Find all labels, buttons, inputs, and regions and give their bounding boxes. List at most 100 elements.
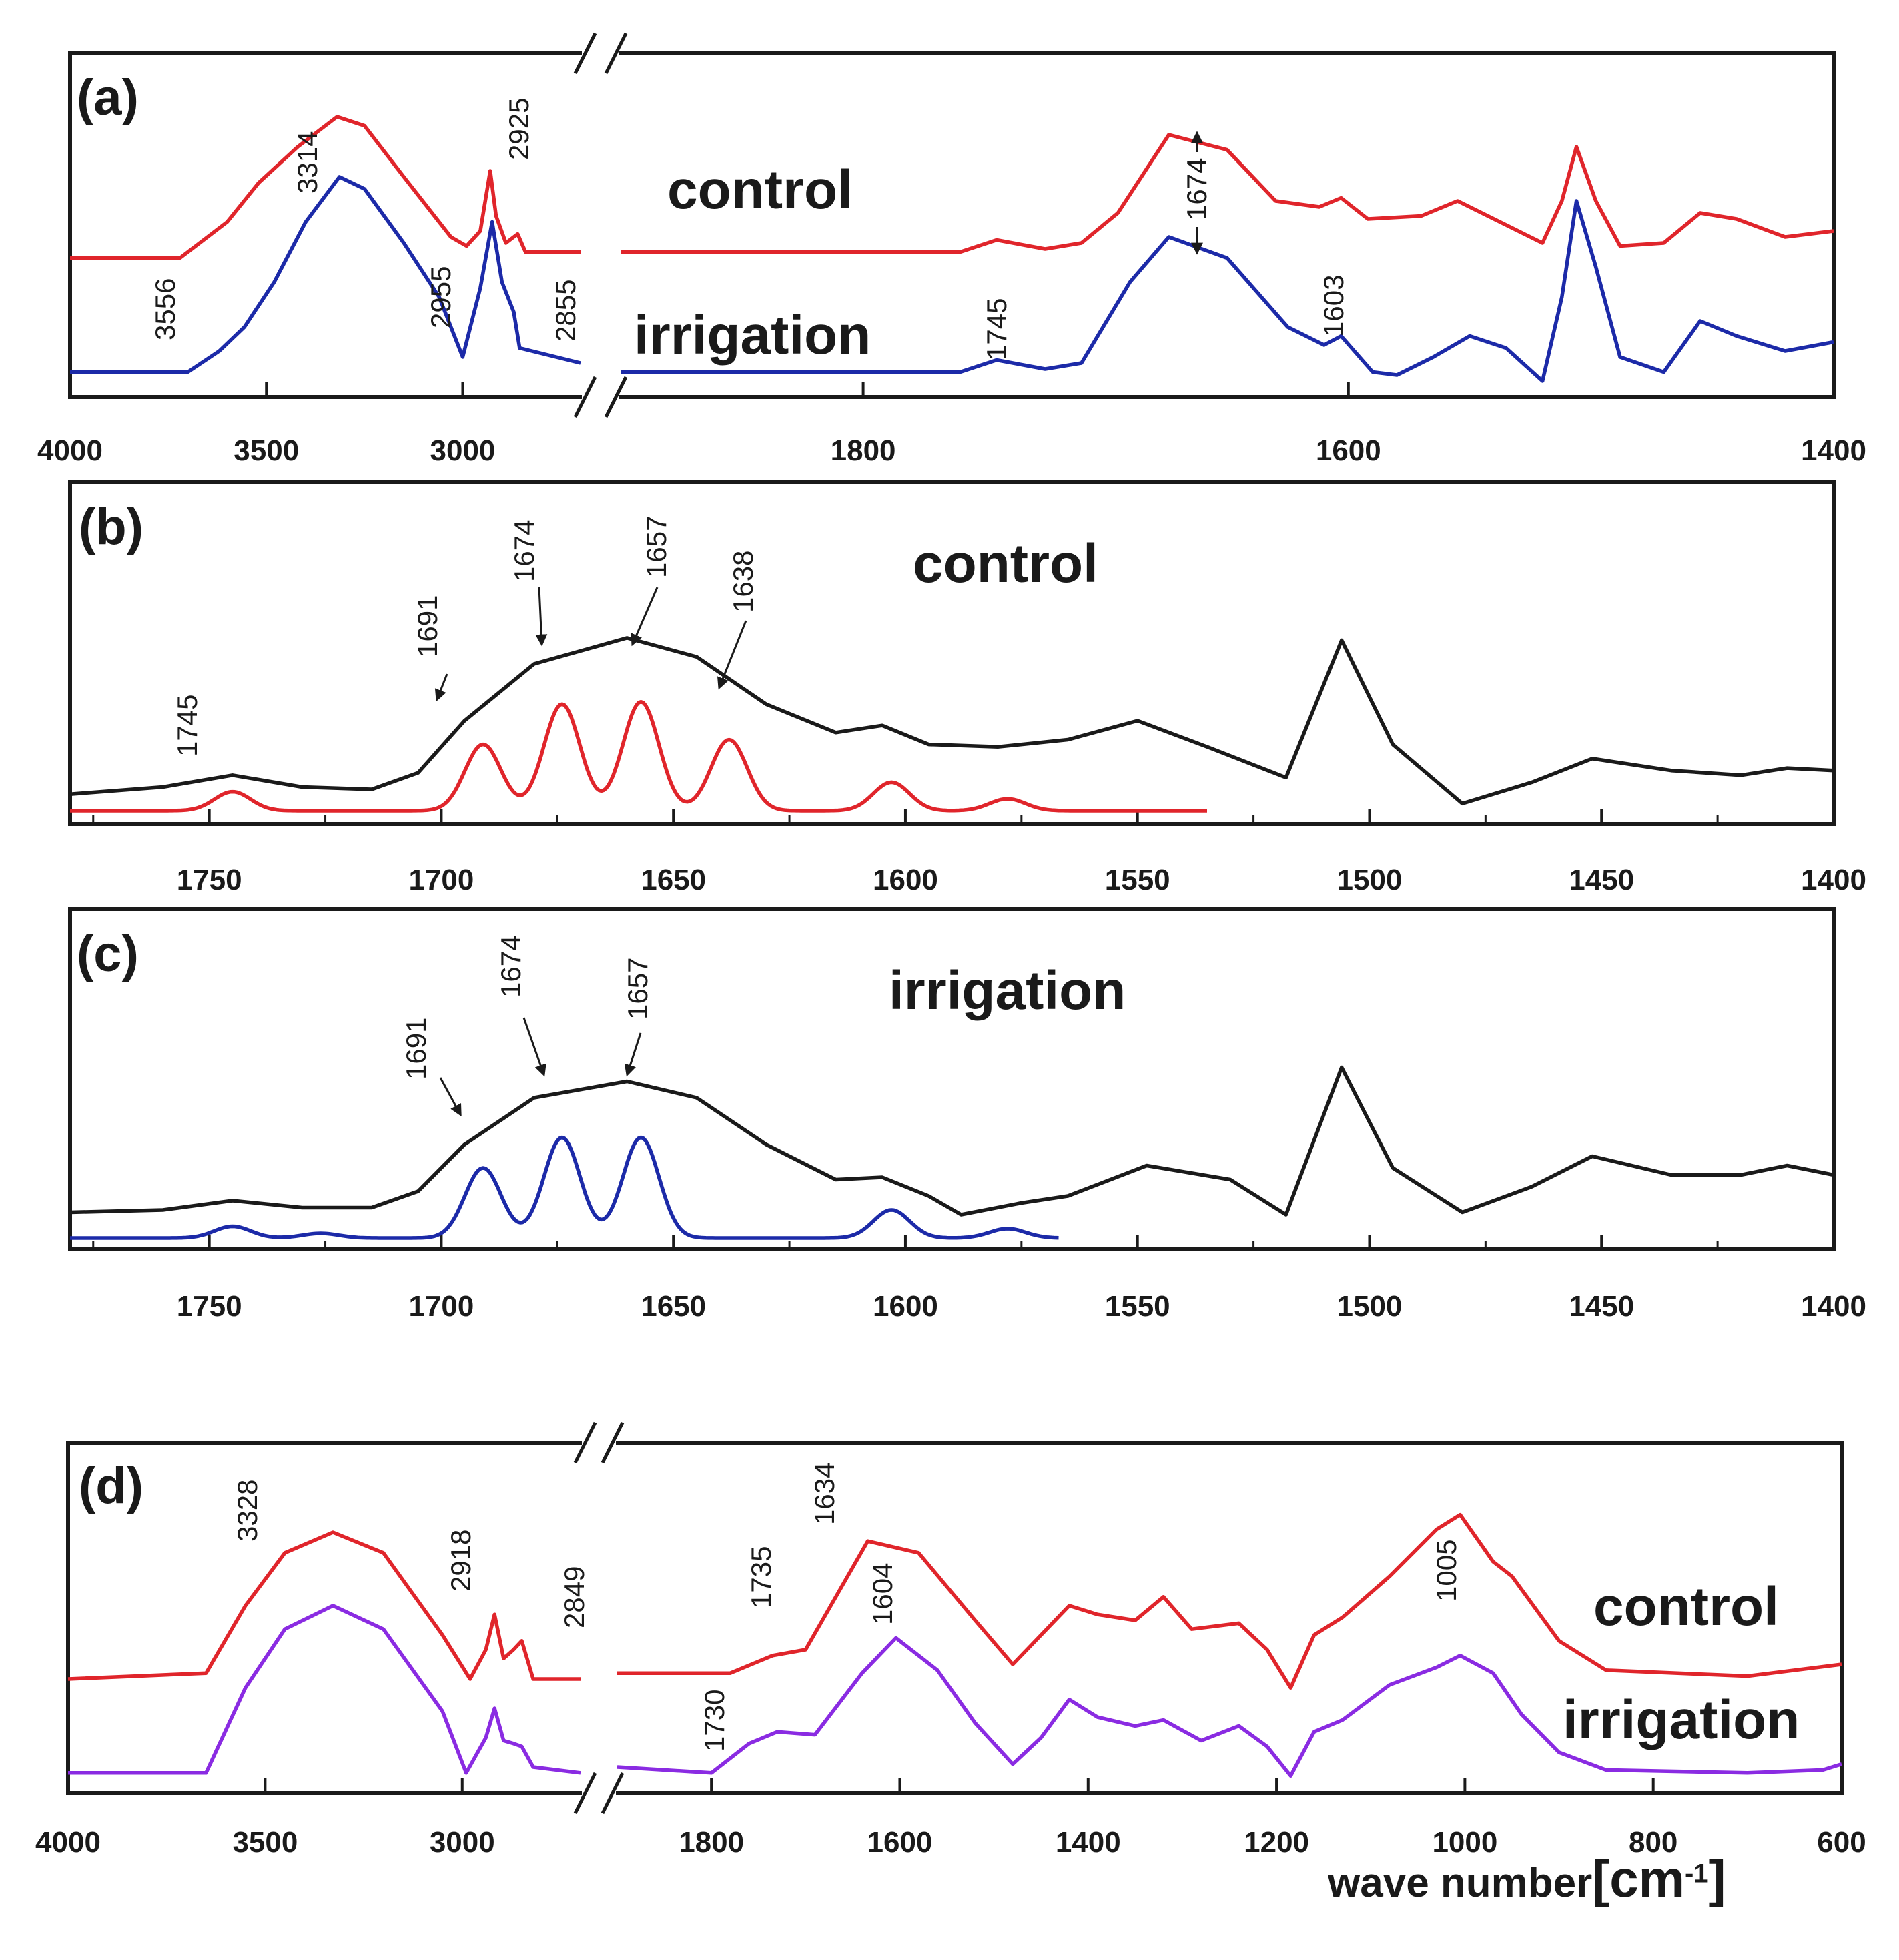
panel-a-legend-control: control bbox=[667, 159, 853, 220]
annotation-a-1603: 1603 bbox=[1318, 275, 1349, 337]
annotation-a-3556: 3556 bbox=[149, 278, 181, 340]
annotation-a-2925: 2925 bbox=[503, 98, 534, 160]
annotation-a-2955: 2955 bbox=[425, 266, 456, 328]
annotation-a-2855: 2855 bbox=[550, 280, 581, 342]
annotation-c-1657-arrow bbox=[624, 1032, 642, 1077]
panel-d-label: (d) bbox=[79, 1457, 143, 1514]
x-axis-label-close: ] bbox=[1708, 1849, 1726, 1908]
panel-c-frame bbox=[68, 907, 1836, 1251]
panel-b-title: control bbox=[913, 533, 1098, 594]
x-axis-label-unit: [cm bbox=[1592, 1849, 1685, 1908]
panel-b-label: (b) bbox=[79, 499, 143, 555]
tick-label-d-600: 600 bbox=[1817, 1826, 1866, 1859]
panel-a-curves bbox=[70, 115, 1834, 383]
panel-c-label: (c) bbox=[77, 926, 139, 982]
series-b-component-peaks-part-0 bbox=[70, 699, 1207, 813]
panel-d-curves bbox=[67, 1512, 1842, 1778]
tick-label-c-1650: 1650 bbox=[641, 1290, 706, 1323]
panel-c-curves bbox=[69, 1065, 1834, 1240]
panel-a-legend-irrigation: irrigation bbox=[634, 305, 871, 366]
tick-label-c-1600: 1600 bbox=[873, 1290, 938, 1323]
panel-c: 1750 1700 1650 1600 1550 1500 1450 1400 (c) irr… bbox=[68, 907, 1866, 1323]
axis-break-mark-d-1-right bbox=[601, 1772, 625, 1815]
series-d-irrigation-part-0 bbox=[68, 1604, 581, 1775]
annotation-d-1634: 1634 bbox=[809, 1463, 840, 1525]
axis-break-mark-d-1-left bbox=[573, 1772, 597, 1815]
annotation-d-1735: 1735 bbox=[745, 1546, 777, 1608]
panel-b: 1750 1700 1650 1600 1550 1500 1450 1400 (b) con… bbox=[68, 480, 1866, 896]
x-axis-label: wave number[cm-1] bbox=[1328, 1849, 1726, 1909]
tick-label-c-1450: 1450 bbox=[1569, 1290, 1634, 1323]
panel-b-ticks: 1750 1700 1650 1600 1550 1500 1450 1400 bbox=[92, 809, 1866, 896]
tick-label-a-4000: 4000 bbox=[37, 434, 103, 467]
tick-label-b-1600: 1600 bbox=[873, 864, 938, 896]
tick-label-d-1400: 1400 bbox=[1056, 1826, 1121, 1859]
annotation-d-2849: 2849 bbox=[558, 1566, 590, 1628]
panel-c-title: irrigation bbox=[889, 960, 1126, 1021]
tick-label-a-1800: 1800 bbox=[831, 434, 896, 467]
annotation-d-3328: 3328 bbox=[232, 1480, 263, 1542]
series-a-control-part-1 bbox=[621, 133, 1834, 254]
tick-label-a-1400: 1400 bbox=[1801, 434, 1866, 467]
x-axis-label-text: wave number bbox=[1328, 1860, 1593, 1906]
series-a-irrigation-part-1 bbox=[621, 199, 1834, 383]
axis-break-bottom-gap-d bbox=[582, 1790, 616, 1797]
annotation-b-1638-arrow bbox=[717, 620, 747, 690]
tick-label-d-1200: 1200 bbox=[1244, 1826, 1309, 1859]
tick-label-d-800: 800 bbox=[1629, 1826, 1677, 1859]
annotation-b-1657-arrow bbox=[631, 587, 659, 647]
tick-label-d-1600: 1600 bbox=[867, 1826, 933, 1859]
tick-label-b-1500: 1500 bbox=[1337, 864, 1403, 896]
tick-label-b-1450: 1450 bbox=[1569, 864, 1634, 896]
tick-label-c-1700: 1700 bbox=[408, 1290, 474, 1323]
panel-d-ticks: 4000 3500 3000 1800 1600 1400 1200 1000 800 600 bbox=[35, 1421, 1866, 1859]
tick-label-b-1550: 1550 bbox=[1105, 864, 1170, 896]
axis-break-mark-d-0-left bbox=[573, 1421, 597, 1464]
annotation-d-2918: 2918 bbox=[445, 1530, 476, 1592]
axis-break-mark-d-0-right bbox=[601, 1421, 625, 1464]
panel-a-ticks: 4000 3500 3000 1800 1600 1400 bbox=[37, 32, 1866, 467]
tick-label-d-1000: 1000 bbox=[1432, 1826, 1497, 1859]
axis-break-mark-a-0-left bbox=[573, 32, 597, 75]
annotation-b-1691: 1691 bbox=[412, 595, 443, 657]
axis-break-mark-a-1-right bbox=[604, 376, 628, 418]
annotation-c-1691: 1691 bbox=[400, 1018, 432, 1080]
annotation-b-1674: 1674 bbox=[508, 520, 540, 582]
panel-a: 4000 3500 3000 1800 1600 1400 (a) control irr… bbox=[37, 32, 1866, 467]
series-d-control-part-0 bbox=[67, 1530, 581, 1681]
series-d-irrigation-part-1 bbox=[617, 1636, 1842, 1778]
annotation-c-1691-arrow bbox=[439, 1077, 462, 1117]
tick-label-d-1800: 1800 bbox=[679, 1826, 744, 1859]
x-axis-label-superscript: -1 bbox=[1684, 1859, 1709, 1889]
series-a-control-part-0 bbox=[70, 115, 581, 260]
tick-label-b-1750: 1750 bbox=[177, 864, 242, 896]
tick-label-c-1500: 1500 bbox=[1337, 1290, 1403, 1323]
annotation-b-1674-arrow bbox=[535, 587, 548, 647]
axis-break-top-gap-d bbox=[582, 1440, 616, 1447]
annotation-d-1730: 1730 bbox=[699, 1690, 730, 1752]
annotation-b-1691-arrow bbox=[434, 673, 448, 702]
tick-label-c-1400: 1400 bbox=[1801, 1290, 1866, 1323]
annotation-d-1005: 1005 bbox=[1431, 1540, 1462, 1602]
annotation-b-1745: 1745 bbox=[171, 695, 203, 757]
series-b-measured-part-0 bbox=[69, 636, 1834, 806]
axis-break-mark-a-1-left bbox=[573, 376, 597, 418]
panel-b-curves bbox=[69, 636, 1834, 813]
axis-break-bottom-gap-a bbox=[582, 394, 619, 401]
annotation-a-1745: 1745 bbox=[981, 298, 1012, 360]
panel-d-legend-irrigation: irrigation bbox=[1563, 1690, 1800, 1750]
tick-label-b-1650: 1650 bbox=[641, 864, 706, 896]
axis-break-mark-a-0-right bbox=[604, 32, 628, 75]
tick-label-b-1400: 1400 bbox=[1801, 864, 1866, 896]
tick-label-a-1600: 1600 bbox=[1316, 434, 1381, 467]
annotation-c-1674-arrow bbox=[522, 1017, 546, 1077]
panel-b-frame bbox=[68, 480, 1836, 826]
annotation-a-1674: 1674 bbox=[1181, 158, 1212, 220]
annotation-d-1604: 1604 bbox=[867, 1563, 898, 1625]
series-d-control-part-1 bbox=[617, 1512, 1842, 1690]
tick-label-c-1750: 1750 bbox=[177, 1290, 242, 1323]
tick-label-d-3000: 3000 bbox=[430, 1826, 495, 1859]
panel-d: 4000 3500 3000 1800 1600 1400 1200 1000 800 600 (… bbox=[35, 1421, 1866, 1859]
panel-d-legend-control: control bbox=[1593, 1576, 1779, 1637]
